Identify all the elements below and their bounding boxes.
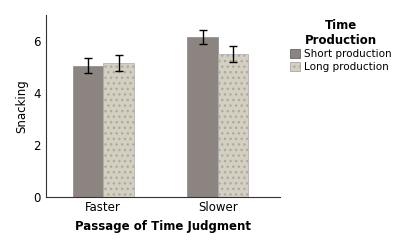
Y-axis label: Snacking: Snacking	[15, 79, 28, 133]
Bar	[187, 37, 218, 197]
Legend: Short production, Long production: Short production, Long production	[288, 17, 394, 74]
Bar	[73, 65, 103, 197]
Bar	[218, 54, 248, 197]
X-axis label: Passage of Time Judgment: Passage of Time Judgment	[75, 220, 251, 233]
Bar	[103, 63, 134, 197]
